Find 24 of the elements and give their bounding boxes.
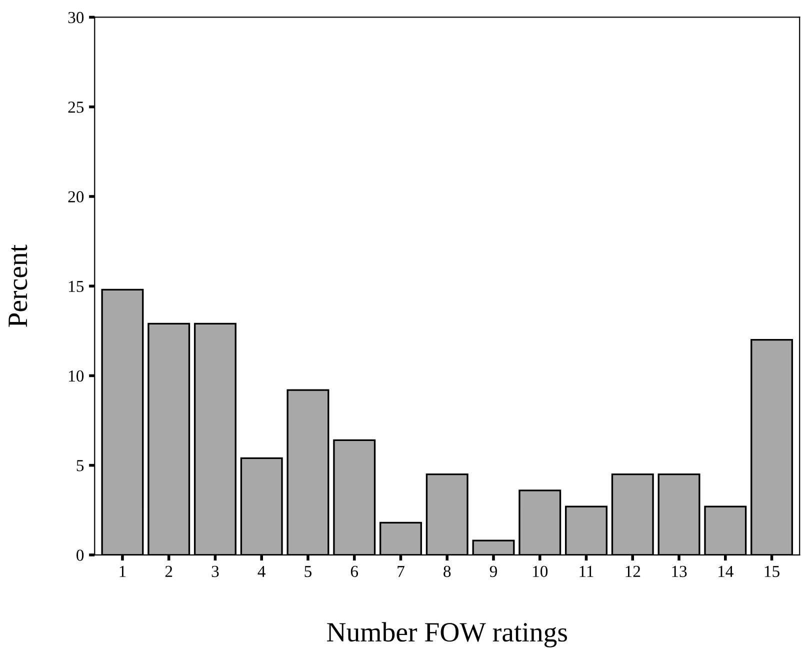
y-tick-label: 20 xyxy=(68,191,84,202)
x-tick-label: 5 xyxy=(304,566,312,578)
x-tick-label: 1 xyxy=(120,566,126,577)
x-tick-label: 4 xyxy=(258,566,266,577)
y-axis-title: Percent xyxy=(8,244,28,327)
x-tick-label: 6 xyxy=(350,566,358,578)
x-tick-label: 8 xyxy=(444,566,451,578)
x-tick-label: 7 xyxy=(398,566,404,577)
x-tick-label: 13 xyxy=(672,566,687,578)
y-tick-label: 0 xyxy=(76,550,84,561)
x-tick-label: 15 xyxy=(764,566,780,578)
x-tick-label: 11 xyxy=(580,566,594,577)
x-tick-label: 9 xyxy=(490,566,497,578)
x-axis-title: Number FOW ratings xyxy=(327,622,567,648)
y-tick-label: 25 xyxy=(68,102,84,113)
y-tick-label: 10 xyxy=(69,370,84,382)
x-tick-label: 14 xyxy=(718,566,734,577)
x-tick-label: 2 xyxy=(165,566,172,577)
y-tick-label: 30 xyxy=(68,12,84,24)
x-tick-label: 10 xyxy=(533,566,548,578)
y-tick-label: 5 xyxy=(76,460,84,472)
y-tick-label: 15 xyxy=(69,280,84,292)
x-tick-label: 3 xyxy=(212,566,219,578)
x-tick-label: 12 xyxy=(626,566,640,577)
